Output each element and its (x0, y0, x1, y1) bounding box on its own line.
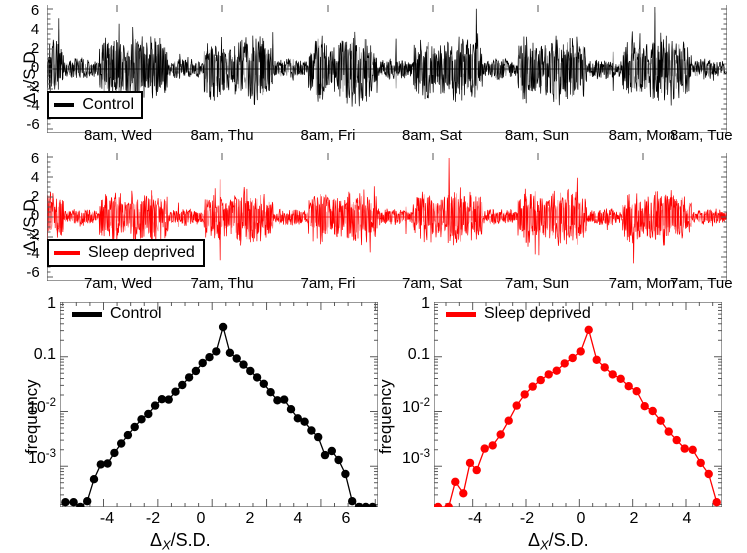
panel-d-plot (434, 302, 722, 507)
panel-d-legend: Sleep deprived (446, 306, 591, 322)
panel-d-ytick-1e-2: 10-2 (380, 397, 430, 417)
panel-d-ytick-mantissa-3: 10 (401, 449, 420, 467)
panel-c-plot (60, 302, 378, 507)
panel-b-ytick-5: -4 (26, 245, 40, 262)
delta-subscript: X (540, 537, 549, 553)
legend-line-sleep-deprived (54, 250, 80, 255)
panel-d-xtick-3: 2 (629, 510, 639, 527)
panel-b-ytick-4: -2 (26, 226, 40, 243)
panel-b-xtick-1: 7am, Thu (190, 275, 254, 292)
panel-b-xtick-3: 7am, Sat (401, 275, 463, 292)
panel-b-xtick-0: 7am, Wed (83, 275, 153, 292)
panel-c-ytick-1e-2: 10-2 (6, 397, 56, 417)
sd-text: /S.D. (548, 530, 589, 550)
legend-line-sleep-hist (446, 311, 476, 317)
panel-b-ytick-3: 0 (30, 207, 40, 224)
delta-symbol: Δ (528, 530, 541, 550)
panel-c-ytick-01: 0.1 (33, 346, 56, 363)
panel-c-ytick-1: 1 (47, 295, 56, 312)
panel-d-xtick-2: 0 (576, 510, 586, 527)
panel-a-ytick-2: 2 (30, 40, 40, 57)
legend-label-sleep-deprived: Sleep deprived (88, 243, 195, 261)
panel-c-xtick-1: -2 (145, 510, 161, 527)
panel-a-xtick-3: 8am, Sat (401, 127, 463, 144)
panel-d-ytick-exp-3: -3 (419, 448, 430, 460)
panel-d-x-axis-title: ΔX/S.D. (528, 530, 589, 553)
panel-c-ytick-exp-3: -3 (45, 448, 56, 460)
delta-subscript: X (162, 537, 171, 553)
panel-control-timeseries: ΔX/S.D. 6 4 2 0 -2 -4 -6 8am, Wed 8am, T… (0, 0, 747, 146)
panel-a-xtick-1: 8am, Thu (190, 127, 254, 144)
panel-c-legend: Control (72, 306, 162, 322)
panel-c-xtick-5: 6 (341, 510, 351, 527)
panel-c-ytick-mantissa-2: 10 (27, 398, 46, 416)
panel-a-xtick-5: 8am, Mon (608, 127, 676, 144)
panel-a-xtick-2: 8am, Fri (300, 127, 356, 144)
panel-d-xtick-0: -4 (467, 510, 483, 527)
legend-label-sleep-hist: Sleep deprived (484, 305, 591, 322)
legend-line-control (54, 102, 75, 107)
panel-d-ytick-exp-2: -2 (419, 397, 430, 409)
panel-a-ytick-3: 0 (30, 59, 40, 76)
legend-label-control: Control (82, 95, 134, 113)
panel-a-ytick-1: 4 (30, 21, 40, 38)
panel-c-xtick-0: -4 (99, 510, 115, 527)
panel-c-x-axis-title: ΔX/S.D. (150, 530, 211, 553)
panel-c-ytick-mantissa-3: 10 (27, 449, 46, 467)
legend-label-control-hist: Control (110, 305, 162, 322)
panel-a-ytick-6: -6 (26, 116, 40, 133)
panel-b-xtick-2: 7am, Fri (300, 275, 356, 292)
panel-a-legend: Control (47, 91, 143, 119)
delta-symbol: Δ (150, 530, 163, 550)
panel-b-ytick-2: 2 (30, 188, 40, 205)
panel-b-xtick-4: 7am, Sun (504, 275, 570, 292)
panel-b-ytick-6: -6 (26, 264, 40, 281)
panel-b-legend: Sleep deprived (47, 239, 205, 267)
panel-d-ytick-01: 0.1 (407, 346, 430, 363)
panel-d-ytick-1: 1 (421, 295, 430, 312)
panel-c-xtick-2: 0 (196, 510, 206, 527)
panel-d-ytick-1e-3: 10-3 (380, 448, 430, 468)
panel-b-ytick-0: 6 (30, 150, 40, 167)
panel-d-xtick-4: 4 (682, 510, 692, 527)
panel-d-ytick-mantissa-2: 10 (401, 398, 420, 416)
panel-control-histogram: frequency 1 0.1 10-2 10-3 -4 -2 0 2 4 6 … (0, 294, 380, 553)
panel-d-xtick-1: -2 (519, 510, 535, 527)
panel-a-xtick-4: 8am, Sun (504, 127, 570, 144)
panel-a-ytick-5: -4 (26, 97, 40, 114)
panel-c-xtick-3: 2 (245, 510, 255, 527)
panel-b-xtick-5: 7am, Mon (608, 275, 676, 292)
panel-a-ytick-0: 6 (30, 2, 40, 19)
panel-a-xtick-0: 8am, Wed (83, 127, 153, 144)
panel-a-ytick-4: -2 (26, 78, 40, 95)
panel-sleep-deprived-timeseries: ΔX/S.D. 6 4 2 0 -2 -4 -6 7am, Wed 7am, T… (0, 148, 747, 294)
panel-b-ytick-1: 4 (30, 169, 40, 186)
panel-sleep-deprived-histogram: frequency 1 0.1 10-2 10-3 -4 -2 0 2 4 ΔX… (376, 294, 747, 553)
legend-line-control-hist (72, 311, 102, 317)
panel-c-ytick-exp-2: -2 (45, 397, 56, 409)
panel-c-xtick-4: 4 (293, 510, 303, 527)
panel-a-xtick-6: 8am, Tue (670, 127, 733, 144)
panel-c-ytick-1e-3: 10-3 (6, 448, 56, 468)
panel-b-xtick-6: 7am, Tue (670, 275, 733, 292)
panel-a-plot (47, 5, 727, 133)
sd-text: /S.D. (170, 530, 211, 550)
